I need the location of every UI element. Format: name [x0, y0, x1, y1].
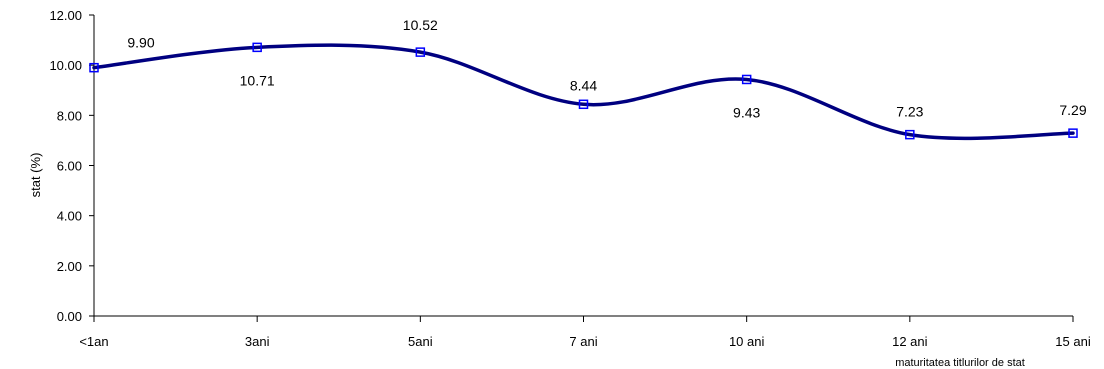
series-line [92, 43, 1075, 141]
data-point-marker [89, 62, 99, 73]
x-tick-label: <1an [79, 334, 108, 349]
data-point-marker [415, 47, 426, 57]
data-label: 9.43 [733, 104, 760, 120]
data-label: 10.71 [240, 72, 275, 88]
x-tick-label: 10 ani [729, 334, 765, 349]
y-tick-label: 10.00 [49, 58, 82, 73]
x-tick-label: 15 ani [1055, 334, 1091, 349]
data-point-marker [1068, 128, 1078, 138]
data-label: 10.52 [403, 17, 438, 33]
data-point-marker [905, 129, 915, 140]
y-tick-label: 6.00 [57, 159, 82, 174]
x-tick-label: 7 ani [569, 334, 597, 349]
x-tick-label: 5ani [408, 334, 433, 349]
data-point-marker [578, 99, 589, 110]
data-point-marker [741, 74, 752, 85]
data-label: 8.44 [570, 77, 597, 93]
y-tick-label: 4.00 [57, 209, 82, 224]
data-labels: 9.90 10.71 10.52 8.44 9.43 7.23 7.29 [127, 17, 1086, 120]
y-tick-label: 12.00 [49, 8, 82, 23]
y-axis-title-line2: stat (%) [28, 153, 43, 198]
data-point-marker [252, 42, 262, 53]
x-tick-label: 12 ani [892, 334, 928, 349]
data-label: 7.29 [1059, 102, 1086, 118]
x-tick-label: 3ani [245, 334, 270, 349]
y-axis-title-line1: randamentul mediu al titlurilor de [12, 99, 27, 288]
y-ticks: 0.00 2.00 4.00 6.00 8.00 10.00 12.00 [49, 8, 94, 324]
x-axis-title: maturitatea titlurilor de stat [895, 357, 1025, 369]
y-tick-label: 0.00 [57, 309, 82, 324]
y-tick-label: 8.00 [57, 108, 82, 123]
data-label: 9.90 [127, 35, 154, 51]
data-label: 7.23 [896, 104, 923, 120]
x-ticks: <1an 3ani 5ani 7 ani 10 ani 12 ani 15 ani [79, 316, 1091, 349]
markers [89, 42, 1078, 140]
y-tick-label: 2.00 [57, 259, 82, 274]
axes [93, 15, 1073, 317]
y-axis-title: randamentul mediu al titlurilor de stat … [12, 99, 43, 288]
